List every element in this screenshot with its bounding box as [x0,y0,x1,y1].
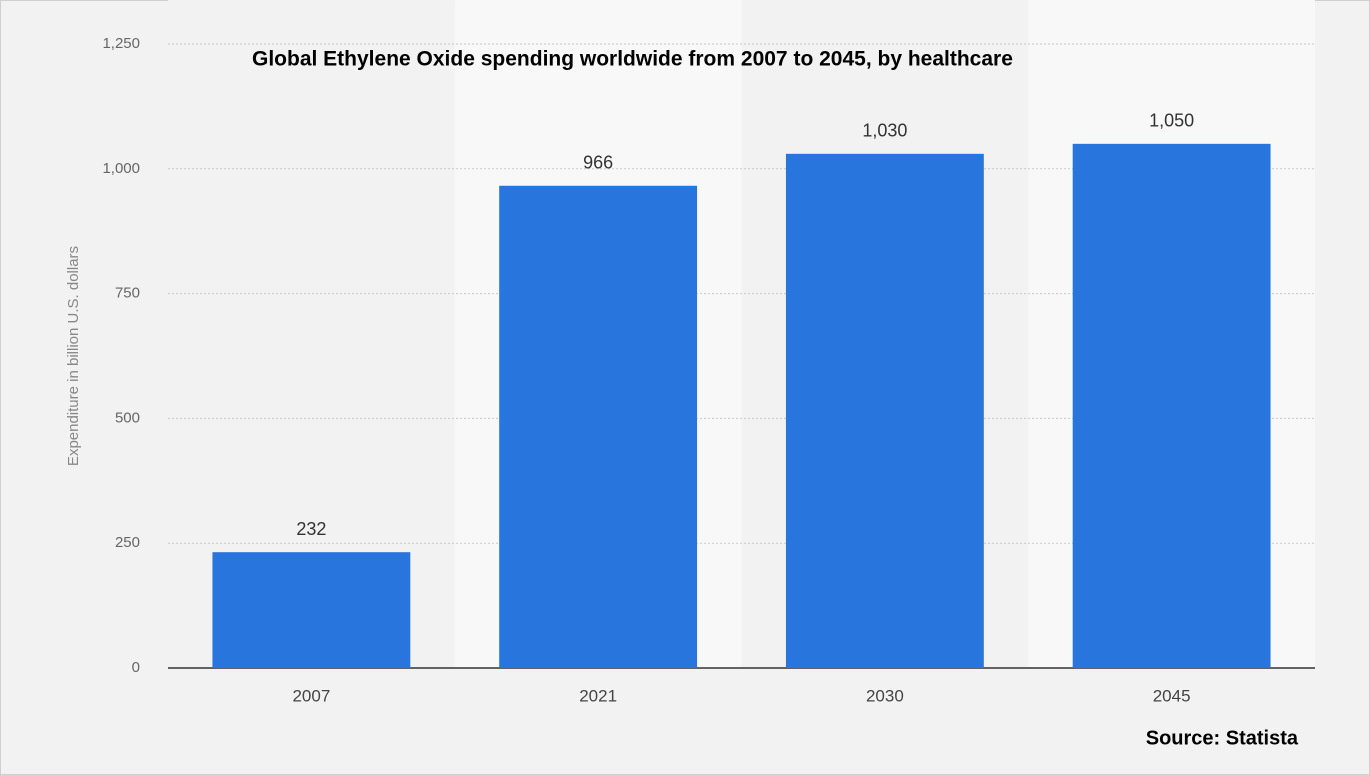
value-label: 232 [296,519,326,539]
bar [212,552,411,668]
y-tick-label: 1,000 [102,160,140,177]
y-tick-label: 250 [115,534,140,551]
bar [499,185,698,668]
value-label: 1,050 [1149,111,1194,131]
y-tick-label: 750 [115,285,140,302]
y-tick-label: 500 [115,409,140,426]
y-axis-label: Expenditure in billion U.S. dollars [65,246,82,466]
bar [785,153,984,669]
x-tick-label: 2030 [866,686,904,705]
value-label: 1,030 [862,121,907,141]
x-tick-label: 2021 [579,686,617,705]
x-tick-label: 2045 [1153,686,1191,705]
chart-title: Global Ethylene Oxide spending worldwide… [252,48,1013,71]
source-note: Source: Statista [1146,727,1299,749]
value-label: 966 [583,153,613,173]
y-tick-label: 1,250 [102,35,140,52]
bar [1072,143,1271,669]
x-tick-label: 2007 [292,686,330,705]
y-tick-label: 0 [132,659,140,676]
